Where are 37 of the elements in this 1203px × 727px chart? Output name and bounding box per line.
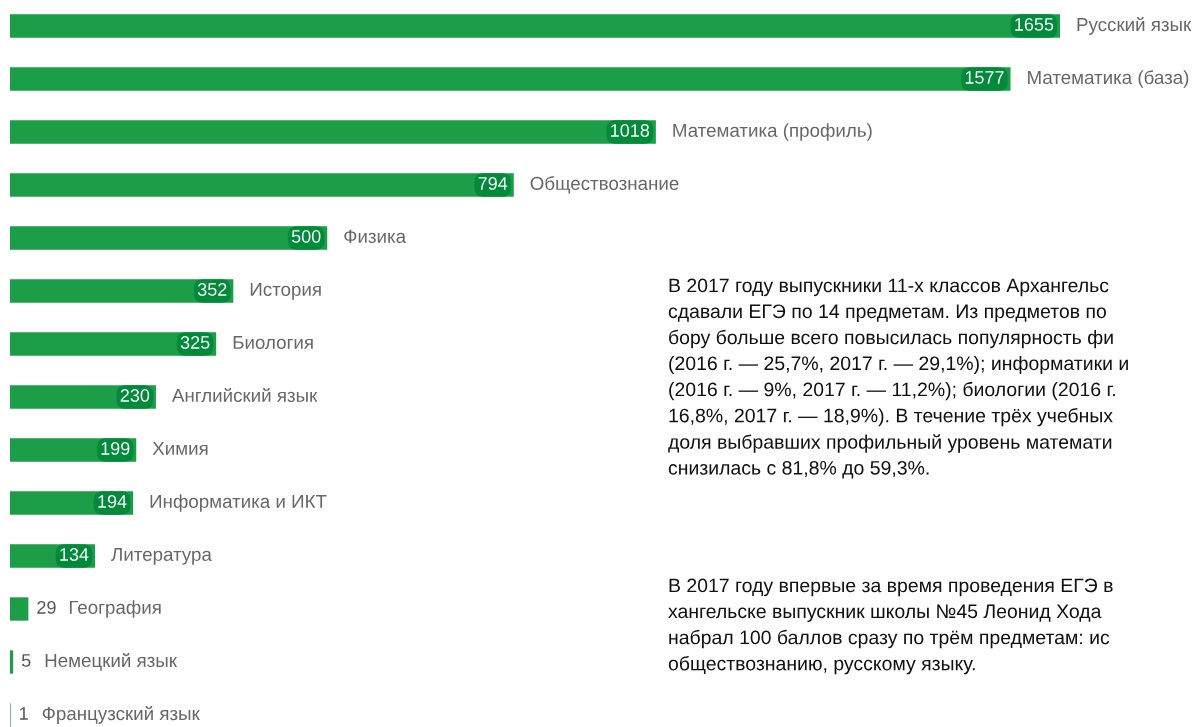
y-tick-label: Обществознание [530, 176, 679, 194]
data-label: 194 [98, 495, 127, 508]
data-label: 29 [37, 601, 56, 614]
data-label: 1577 [965, 71, 1004, 84]
bar [10, 67, 1011, 91]
bar [10, 120, 656, 144]
data-label: 352 [197, 283, 227, 296]
bar [10, 650, 14, 674]
data-label: 199 [101, 442, 130, 455]
annotation: В 2017 году выпускники 11-х классов Архангельс сдавали ЕГЭ по 14 предметам. Из предметов по бору больше всего повысилась популярность фи (2016 г. — 25,7%, 2017 г. — 29,1%); информатики и (2016 г. — 9%, 2017 г. — 11,2%); биологии (2016 г. 16,8%, 2017 г. — 18,9%). В течение трёх учебных доля выбравших профильный уровень математи снизилась с 81,8% до 59,3%. [668, 278, 1128, 479]
annotation: В 2017 году впервые за время проведения ЕГЭ в хангельске выпускник школы №45 Леонид Хода набрал 100 баллов сразу по трём предметам: ис обществознанию, русскому языку. [668, 578, 1113, 675]
data-label: 500 [291, 230, 321, 243]
y-tick-label: Французский язык [42, 706, 200, 724]
data-label: 230 [120, 389, 150, 402]
y-tick-label: Математика (база) [1028, 70, 1189, 88]
y-tick-label: География [69, 600, 161, 618]
data-label: 134 [60, 548, 89, 561]
y-tick-label: Английский язык [171, 387, 318, 403]
bar [10, 14, 1060, 38]
data-label: 1 [20, 707, 28, 720]
data-label: 1018 [611, 124, 650, 137]
y-tick-label: Биология [233, 335, 313, 350]
y-tick-label: Математика (профиль) [673, 123, 872, 141]
y-tick-label: Литература [111, 547, 212, 565]
y-tick-label: Информатика и ИКТ [150, 494, 327, 512]
y-tick-label: Физика [344, 229, 407, 244]
bar [10, 173, 514, 197]
data-label: 1655 [1015, 18, 1054, 31]
y-tick-label: Химия [152, 441, 208, 455]
bar [10, 597, 29, 621]
data-label: 794 [478, 177, 508, 190]
bar [10, 226, 328, 250]
data-label: 325 [180, 336, 210, 349]
y-tick-label: Немецкий язык [45, 653, 178, 671]
y-tick-label: История [250, 282, 321, 300]
y-tick-label: Русский язык [1077, 17, 1192, 35]
data-label: 5 [21, 654, 31, 667]
